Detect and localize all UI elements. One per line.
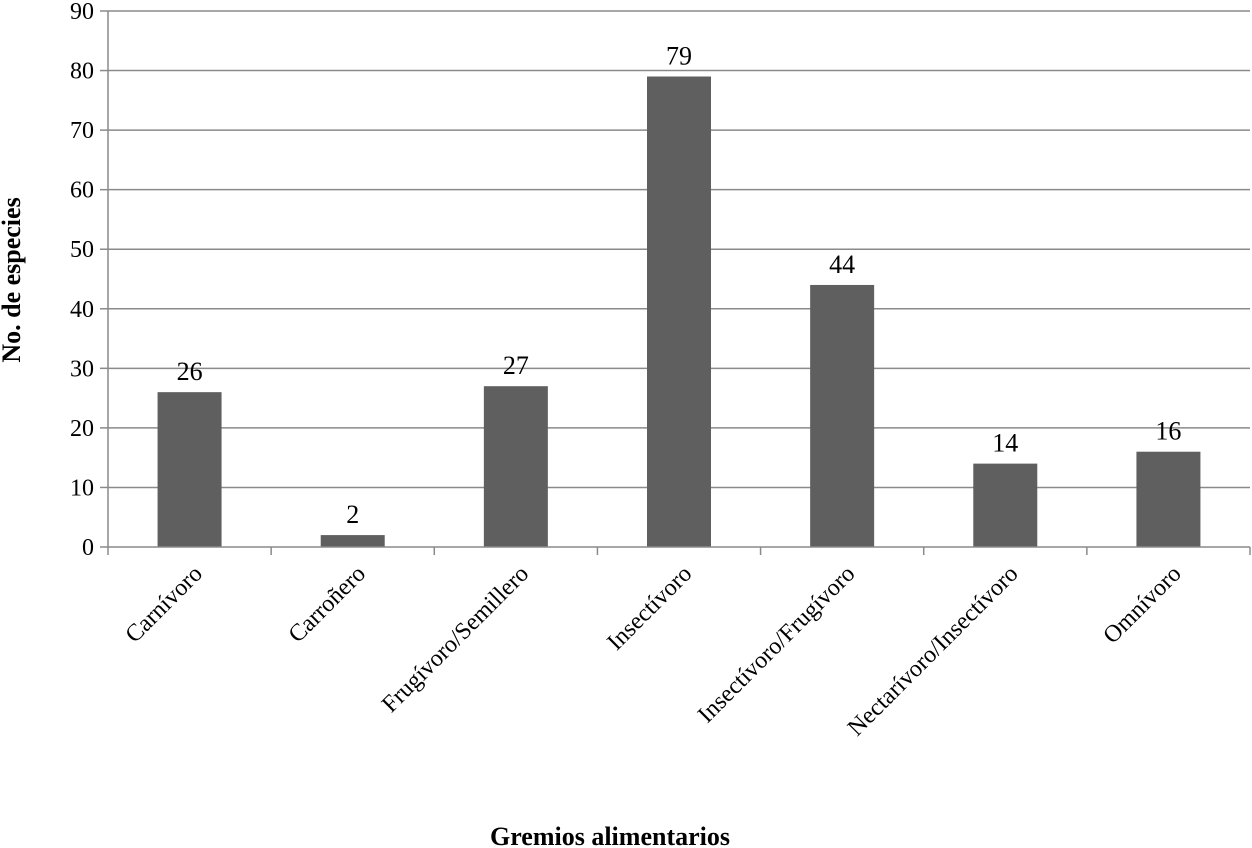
y-tick-label: 70 xyxy=(70,118,94,144)
y-tick-label: 0 xyxy=(82,535,94,561)
data-label: 27 xyxy=(503,351,529,380)
y-tick-label: 80 xyxy=(70,59,94,85)
x-tick-label: Carnívoro xyxy=(121,561,208,648)
axes xyxy=(100,10,1251,555)
bar xyxy=(647,76,711,547)
y-tick-label: 20 xyxy=(70,416,94,442)
y-tick-label: 40 xyxy=(70,297,94,323)
data-label: 2 xyxy=(346,500,359,529)
x-tick-label: Carroñero xyxy=(284,561,371,648)
bar xyxy=(810,284,875,547)
x-tick-label: Omnívoro xyxy=(1099,561,1187,649)
data-label: 44 xyxy=(829,250,855,279)
bar xyxy=(1136,451,1201,547)
bar xyxy=(320,535,385,547)
labels: 0 10 20 30 40 50 60 70 80 90 26 Carnívoro 2 Carroñero… xyxy=(70,0,1187,741)
bar xyxy=(973,463,1038,547)
x-axis-title: Gremios alimentarios xyxy=(490,822,730,848)
x-tick-label: Nectarívoro/Insectívoro xyxy=(843,561,1023,741)
data-label: 16 xyxy=(1155,417,1181,446)
x-tick-label: Frugívoro/Semillero xyxy=(377,561,534,718)
bar xyxy=(483,386,548,547)
y-tick-label: 10 xyxy=(70,475,94,501)
bar xyxy=(157,392,222,547)
data-label: 26 xyxy=(177,357,203,386)
y-tick-label: 90 xyxy=(70,0,94,25)
data-label: 79 xyxy=(666,42,692,71)
x-tick-label: Insectívoro/Frugívoro xyxy=(693,561,860,728)
x-tick-label: Insectívoro xyxy=(603,561,698,656)
y-tick-label: 50 xyxy=(70,237,94,263)
y-axis-title: No. de especies xyxy=(0,197,26,362)
data-label: 14 xyxy=(992,429,1018,458)
y-tick-label: 60 xyxy=(70,178,94,204)
bars xyxy=(157,76,1201,547)
y-tick-label: 30 xyxy=(70,356,94,382)
